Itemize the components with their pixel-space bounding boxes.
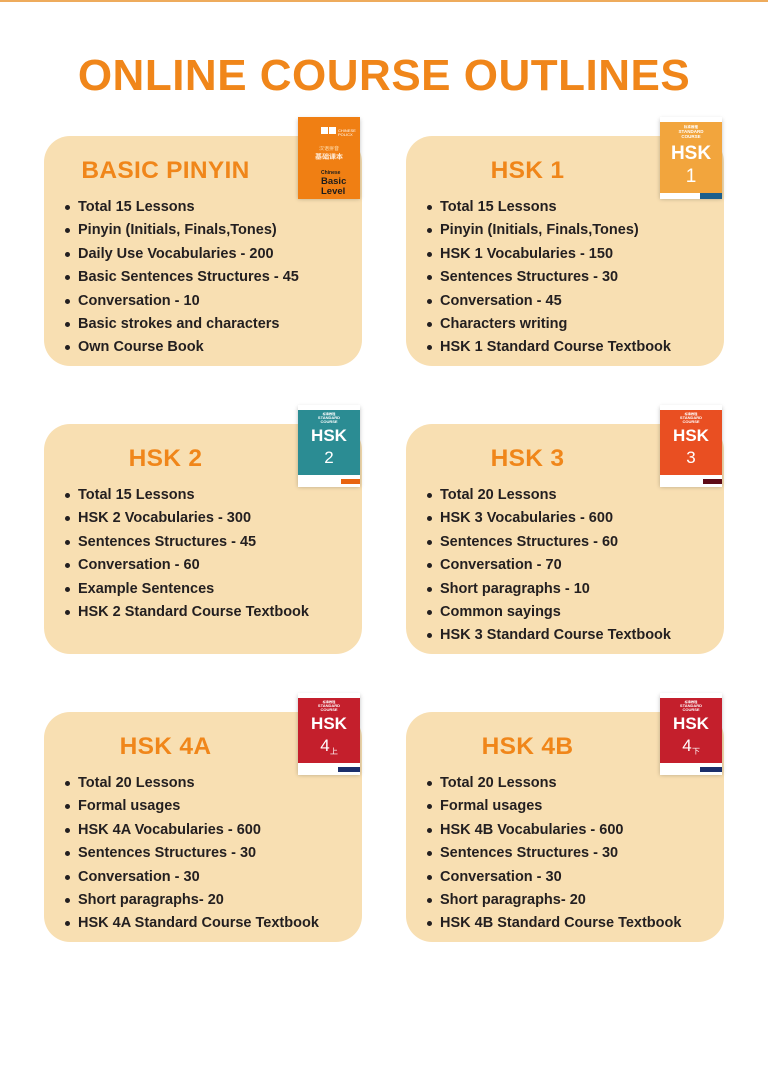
svg-text:HSK: HSK xyxy=(673,426,710,445)
svg-text:下: 下 xyxy=(692,746,700,757)
svg-text:COURSE: COURSE xyxy=(320,707,337,712)
svg-text:HSK: HSK xyxy=(673,714,710,733)
svg-text:HSK: HSK xyxy=(311,714,348,733)
svg-text:COURSE: COURSE xyxy=(681,134,700,139)
svg-text:2: 2 xyxy=(324,448,333,467)
svg-text:COURSE: COURSE xyxy=(682,419,699,424)
svg-text:4: 4 xyxy=(320,736,329,755)
svg-text:COURSE: COURSE xyxy=(320,419,337,424)
svg-text:4: 4 xyxy=(682,736,691,755)
svg-text:上: 上 xyxy=(330,746,338,757)
svg-text:HSK: HSK xyxy=(311,426,348,445)
svg-text:基础课本: 基础课本 xyxy=(315,152,343,162)
svg-text:1: 1 xyxy=(686,166,697,187)
svg-text:HSK: HSK xyxy=(671,143,711,164)
svg-text:COURSE: COURSE xyxy=(682,707,699,712)
svg-text:3: 3 xyxy=(686,448,695,467)
svg-text:POLICX: POLICX xyxy=(338,132,353,137)
svg-text:汉语拼音: 汉语拼音 xyxy=(319,145,339,152)
